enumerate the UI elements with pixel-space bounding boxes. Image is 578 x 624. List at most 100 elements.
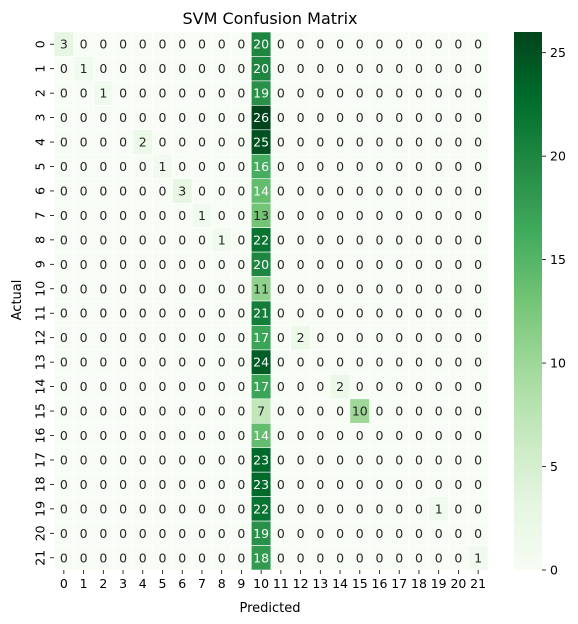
- cell-value-label: 0: [80, 355, 88, 370]
- cell-value-label: 0: [119, 183, 127, 198]
- cell-value-label: 2: [336, 379, 344, 394]
- cell-value-label: 0: [356, 330, 364, 345]
- cell-value-label: 0: [80, 452, 88, 467]
- cell-value-label: 11: [253, 281, 269, 296]
- cell-value-label: 0: [119, 159, 127, 174]
- cell-value-label: 0: [316, 110, 324, 125]
- cell-value-label: 0: [395, 110, 403, 125]
- cell-value-label: 0: [198, 86, 206, 101]
- x-tick-label: 16: [372, 576, 388, 591]
- cell-value-label: 0: [277, 355, 285, 370]
- cell-value-label: 0: [277, 208, 285, 223]
- cell-value-label: 0: [139, 452, 147, 467]
- cell-value-label: 0: [376, 379, 384, 394]
- cell-value-label: 0: [60, 526, 68, 541]
- cell-value-label: 0: [119, 379, 127, 394]
- cell-value-label: 0: [198, 550, 206, 565]
- x-tick-label: 18: [411, 576, 427, 591]
- cell-value-label: 0: [435, 135, 443, 150]
- cell-value-label: 0: [80, 550, 88, 565]
- cell-value-label: 0: [395, 61, 403, 76]
- cell-value-label: 0: [297, 501, 305, 516]
- cell-value-label: 0: [356, 257, 364, 272]
- cell-value-label: 0: [198, 183, 206, 198]
- cell-value-label: 0: [159, 86, 167, 101]
- cell-value-label: 0: [395, 355, 403, 370]
- cell-value-label: 0: [198, 526, 206, 541]
- cell-value-label: 0: [60, 135, 68, 150]
- cell-value-label: 0: [454, 159, 462, 174]
- cell-value-label: 0: [316, 281, 324, 296]
- cell-value-label: 0: [316, 306, 324, 321]
- cell-value-label: 0: [415, 183, 423, 198]
- cell-value-label: 0: [376, 501, 384, 516]
- cell-value-label: 0: [119, 526, 127, 541]
- cell-value-label: 0: [277, 550, 285, 565]
- cell-value-label: 0: [198, 477, 206, 492]
- cell-value-label: 0: [99, 257, 107, 272]
- cell-value-label: 0: [80, 232, 88, 247]
- cell-value-label: 0: [159, 550, 167, 565]
- cell-value-label: 0: [316, 232, 324, 247]
- cell-value-label: 0: [316, 37, 324, 52]
- cell-value-label: 0: [336, 404, 344, 419]
- cell-value-label: 0: [99, 61, 107, 76]
- cell-value-label: 0: [435, 232, 443, 247]
- cell-value-label: 0: [139, 330, 147, 345]
- cell-value-label: 0: [415, 37, 423, 52]
- x-tick-label: 12: [293, 576, 309, 591]
- cell-value-label: 23: [253, 477, 269, 492]
- cell-value-label: 0: [237, 477, 245, 492]
- cell-value-label: 0: [60, 404, 68, 419]
- cell-value-label: 0: [336, 257, 344, 272]
- cell-value-label: 0: [395, 257, 403, 272]
- cell-value-label: 0: [454, 281, 462, 296]
- cell-value-label: 0: [277, 379, 285, 394]
- cell-value-label: 0: [376, 86, 384, 101]
- cell-value-label: 0: [454, 306, 462, 321]
- cell-value-label: 0: [80, 306, 88, 321]
- y-tick-label: 16: [33, 428, 48, 444]
- cell-value-label: 0: [119, 37, 127, 52]
- x-tick-label: 6: [178, 576, 186, 591]
- cell-value-label: 0: [454, 37, 462, 52]
- cell-value-label: 0: [395, 501, 403, 516]
- cell-value-label: 0: [336, 232, 344, 247]
- cell-value-label: 0: [277, 232, 285, 247]
- cell-value-label: 0: [336, 37, 344, 52]
- cell-value-label: 0: [237, 159, 245, 174]
- cell-value-label: 0: [198, 37, 206, 52]
- cell-value-label: 0: [474, 37, 482, 52]
- cell-value-label: 0: [277, 428, 285, 443]
- x-tick-label: 5: [159, 576, 167, 591]
- cell-value-label: 0: [198, 135, 206, 150]
- y-tick-label: 6: [33, 187, 48, 195]
- cell-value-label: 0: [336, 183, 344, 198]
- cell-value-label: 0: [119, 281, 127, 296]
- cell-value-label: 19: [253, 86, 269, 101]
- cell-value-label: 0: [435, 355, 443, 370]
- cell-value-label: 0: [99, 526, 107, 541]
- cell-value-label: 0: [80, 257, 88, 272]
- cell-value-label: 0: [159, 281, 167, 296]
- cell-value-label: 0: [159, 135, 167, 150]
- cell-value-label: 1: [218, 232, 226, 247]
- cell-value-label: 0: [454, 257, 462, 272]
- cell-value-label: 0: [395, 281, 403, 296]
- x-tick-label: 14: [332, 576, 348, 591]
- cell-value-label: 0: [99, 110, 107, 125]
- colorbar-tick-label: 5: [550, 459, 558, 474]
- cell-value-label: 0: [297, 86, 305, 101]
- x-tick-label: 11: [273, 576, 289, 591]
- x-tick-label: 4: [139, 576, 147, 591]
- x-tick-label: 17: [391, 576, 407, 591]
- cell-value-label: 0: [80, 37, 88, 52]
- cell-value-label: 0: [178, 306, 186, 321]
- cell-value-label: 0: [277, 477, 285, 492]
- x-tick-label: 19: [431, 576, 447, 591]
- cell-value-label: 0: [336, 428, 344, 443]
- cell-value-label: 3: [60, 37, 68, 52]
- cell-value-label: 0: [60, 452, 68, 467]
- y-tick-label: 20: [33, 525, 48, 541]
- cell-value-label: 0: [178, 37, 186, 52]
